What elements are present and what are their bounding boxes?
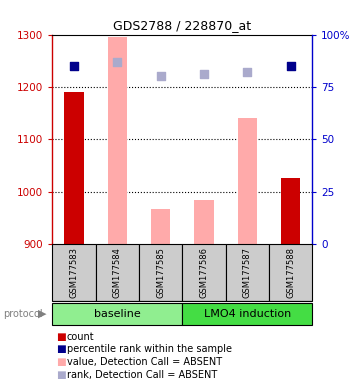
Text: protocol: protocol: [4, 309, 43, 319]
Title: GDS2788 / 228870_at: GDS2788 / 228870_at: [113, 19, 251, 32]
Bar: [182, 244, 226, 301]
Text: GSM177584: GSM177584: [113, 247, 122, 298]
Text: GSM177588: GSM177588: [286, 247, 295, 298]
Text: ■: ■: [56, 370, 66, 380]
Point: [288, 63, 293, 69]
Bar: [151, 209, 170, 244]
Text: ▶: ▶: [38, 309, 47, 319]
Text: ■: ■: [56, 357, 66, 367]
Text: ■: ■: [56, 344, 66, 354]
Text: LMO4 induction: LMO4 induction: [204, 309, 291, 319]
Text: GSM177585: GSM177585: [156, 247, 165, 298]
Bar: [52, 303, 182, 325]
Bar: [182, 303, 312, 325]
Text: count: count: [67, 332, 95, 342]
Text: ■: ■: [56, 332, 66, 342]
Point: [158, 73, 164, 79]
Text: value, Detection Call = ABSENT: value, Detection Call = ABSENT: [67, 357, 222, 367]
Bar: [52, 244, 96, 301]
Text: GSM177586: GSM177586: [200, 247, 208, 298]
Bar: [139, 244, 182, 301]
Text: percentile rank within the sample: percentile rank within the sample: [67, 344, 232, 354]
Bar: [269, 244, 312, 301]
Bar: [64, 92, 84, 244]
Point: [114, 59, 120, 65]
Point: [71, 63, 77, 69]
Bar: [281, 179, 300, 244]
Bar: [108, 37, 127, 244]
Text: GSM177583: GSM177583: [70, 247, 78, 298]
Text: rank, Detection Call = ABSENT: rank, Detection Call = ABSENT: [67, 370, 217, 380]
Text: baseline: baseline: [94, 309, 141, 319]
Point: [201, 71, 207, 78]
Bar: [96, 244, 139, 301]
Bar: [238, 118, 257, 244]
Bar: [226, 244, 269, 301]
Text: GSM177587: GSM177587: [243, 247, 252, 298]
Point: [244, 69, 250, 75]
Bar: [194, 200, 214, 244]
